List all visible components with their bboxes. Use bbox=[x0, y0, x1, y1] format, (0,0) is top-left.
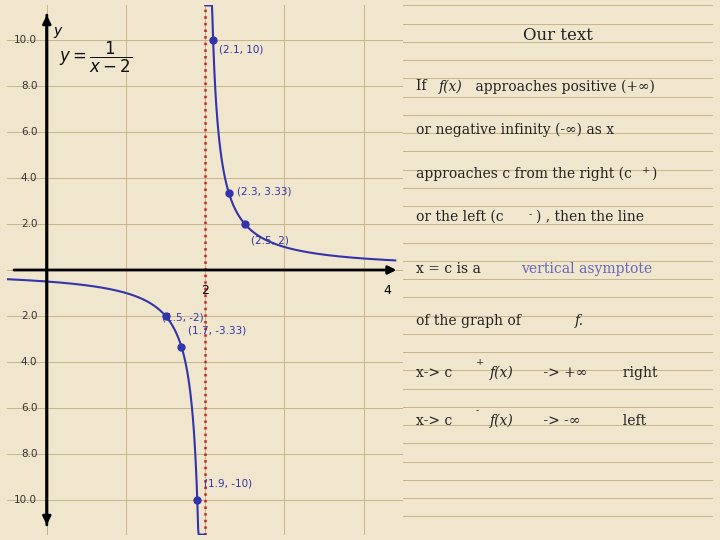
Text: f(x): f(x) bbox=[438, 79, 462, 94]
Text: 6.0: 6.0 bbox=[21, 403, 37, 413]
Text: (1.7, -3.33): (1.7, -3.33) bbox=[188, 325, 246, 335]
Text: approaches positive (+∞): approaches positive (+∞) bbox=[472, 79, 655, 94]
Text: -: - bbox=[528, 210, 532, 219]
Text: f(x): f(x) bbox=[490, 366, 513, 380]
Text: or negative infinity (-∞) as x: or negative infinity (-∞) as x bbox=[415, 123, 613, 137]
Text: approaches c from the right (c: approaches c from the right (c bbox=[415, 166, 631, 181]
Text: 4.0: 4.0 bbox=[21, 173, 37, 183]
Text: If: If bbox=[415, 79, 431, 93]
Text: +: + bbox=[476, 358, 485, 367]
Text: (2.5, 2): (2.5, 2) bbox=[251, 235, 289, 246]
Text: f.: f. bbox=[575, 314, 584, 328]
Text: ): ) bbox=[651, 166, 656, 180]
Text: 4: 4 bbox=[384, 284, 391, 297]
Text: -> +∞: -> +∞ bbox=[539, 366, 588, 380]
Text: Our text: Our text bbox=[523, 26, 593, 44]
Text: 8.0: 8.0 bbox=[21, 81, 37, 91]
Text: of the graph of: of the graph of bbox=[415, 314, 525, 328]
Text: 4.0: 4.0 bbox=[21, 357, 37, 367]
Text: 10.0: 10.0 bbox=[14, 495, 37, 505]
Text: -: - bbox=[476, 406, 480, 415]
Text: $y = \dfrac{1}{x-2}$: $y = \dfrac{1}{x-2}$ bbox=[59, 40, 132, 75]
Text: 6.0: 6.0 bbox=[21, 127, 37, 137]
Text: 2.0: 2.0 bbox=[21, 219, 37, 229]
Text: (1.9, -10): (1.9, -10) bbox=[204, 478, 252, 489]
Text: vertical asymptote: vertical asymptote bbox=[521, 262, 652, 276]
Text: (2.1, 10): (2.1, 10) bbox=[220, 44, 264, 55]
Text: y: y bbox=[53, 24, 61, 38]
Text: 2.0: 2.0 bbox=[21, 311, 37, 321]
Text: f(x): f(x) bbox=[490, 414, 513, 428]
Text: 2: 2 bbox=[202, 284, 209, 297]
Text: 10.0: 10.0 bbox=[14, 35, 37, 45]
Text: x = c is a: x = c is a bbox=[415, 262, 485, 276]
Text: 8.0: 8.0 bbox=[21, 449, 37, 459]
Text: right: right bbox=[613, 366, 657, 380]
Text: or the left (c: or the left (c bbox=[415, 210, 503, 224]
Text: x-> c: x-> c bbox=[415, 414, 452, 428]
Text: x-> c: x-> c bbox=[415, 366, 452, 380]
Text: ) , then the line: ) , then the line bbox=[536, 210, 644, 224]
Text: -> -∞: -> -∞ bbox=[539, 414, 581, 428]
Text: left: left bbox=[613, 414, 646, 428]
Text: (1.5, -2): (1.5, -2) bbox=[162, 313, 203, 323]
Text: +: + bbox=[642, 166, 650, 176]
Text: (2.3, 3.33): (2.3, 3.33) bbox=[237, 186, 292, 197]
